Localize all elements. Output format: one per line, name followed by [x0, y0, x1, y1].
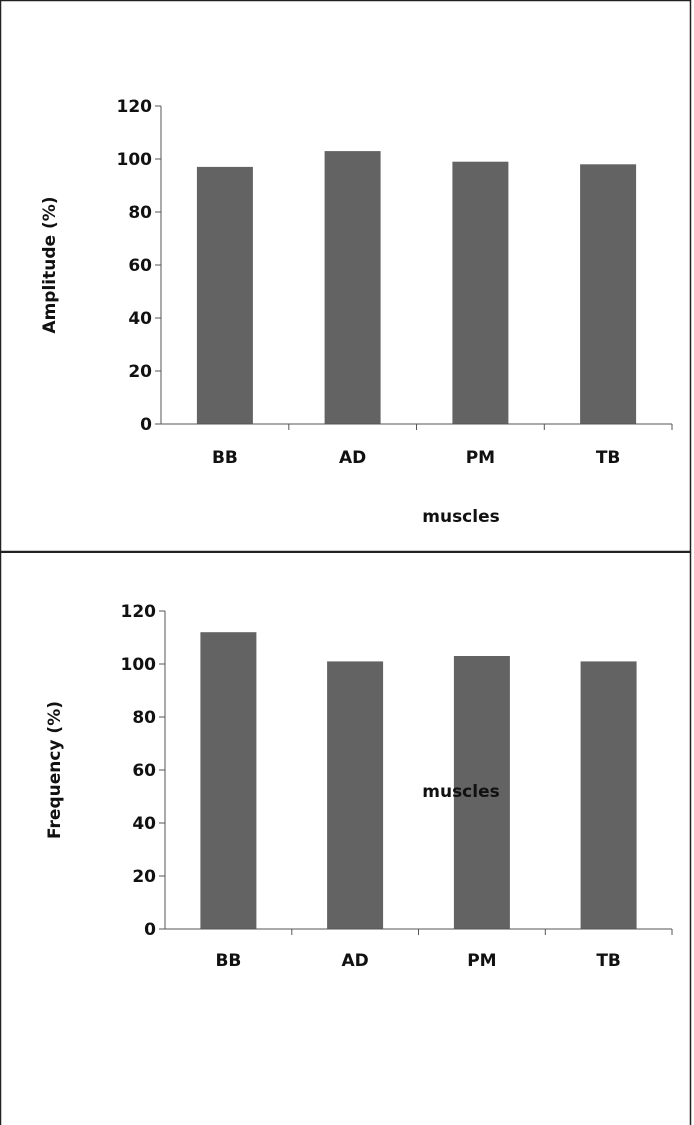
frequency-y-tick-label: 60	[132, 761, 156, 781]
amplitude-chart: 0 20 40 60 80 100 120 BB AD PM TB Amplitude (%) m…	[40, 97, 673, 527]
amplitude-x-tick-label-bb: BB	[212, 448, 238, 468]
frequency-y-ticks: 0 20 40 60 80 100 120	[121, 602, 165, 940]
frequency-x-tick-label-tb: TB	[596, 951, 621, 971]
frequency-y-tick-label: 100	[121, 655, 157, 675]
frequency-y-tick-label: 80	[132, 708, 156, 728]
amplitude-y-tick-label: 20	[128, 362, 152, 382]
amplitude-x-axis-title: muscles	[422, 507, 500, 527]
frequency-x-tick-label-bb: BB	[215, 951, 241, 971]
frequency-bar-bb	[200, 632, 257, 929]
amplitude-bar-tb	[580, 164, 637, 425]
frequency-bar-tb	[580, 661, 637, 929]
amplitude-y-tick-label: 100	[117, 150, 153, 170]
amplitude-y-tick-label: 80	[128, 203, 152, 223]
frequency-bar-ad	[327, 661, 384, 929]
amplitude-bar-ad	[324, 151, 381, 424]
amplitude-x-tick-label-tb: TB	[596, 448, 621, 468]
amplitude-x-tick-label-pm: PM	[466, 448, 495, 468]
amplitude-y-tick-label: 60	[128, 256, 152, 276]
amplitude-y-axis-title: Amplitude (%)	[40, 196, 60, 333]
amplitude-bars	[196, 151, 637, 425]
frequency-y-tick-label: 40	[132, 814, 156, 834]
amplitude-y-ticks: 0 20 40 60 80 100 120	[117, 97, 161, 435]
frequency-y-tick-label: 20	[132, 867, 156, 887]
frequency-y-tick-label: 0	[144, 920, 156, 940]
frequency-bar-pm	[453, 656, 510, 929]
amplitude-x-tick-label-ad: AD	[339, 448, 366, 468]
frequency-chart: 0 20 40 60 80 100 120 BB AD PM TB Frequency (%) m…	[45, 602, 673, 971]
amplitude-bar-pm	[452, 161, 509, 424]
frequency-y-axis-title: Frequency (%)	[45, 701, 65, 839]
amplitude-y-tick-label: 40	[128, 309, 152, 329]
frequency-y-tick-label: 120	[121, 602, 157, 622]
frequency-x-ticks: BB AD PM TB	[215, 929, 673, 971]
frequency-x-tick-label-pm: PM	[467, 951, 496, 971]
frequency-bars	[200, 632, 637, 929]
amplitude-bar-bb	[196, 166, 253, 424]
frequency-x-axis-title: muscles	[422, 782, 500, 802]
amplitude-y-tick-label: 0	[140, 415, 152, 435]
amplitude-x-ticks: BB AD PM TB	[212, 424, 673, 468]
frequency-x-tick-label-ad: AD	[341, 951, 368, 971]
amplitude-y-tick-label: 120	[117, 97, 153, 117]
